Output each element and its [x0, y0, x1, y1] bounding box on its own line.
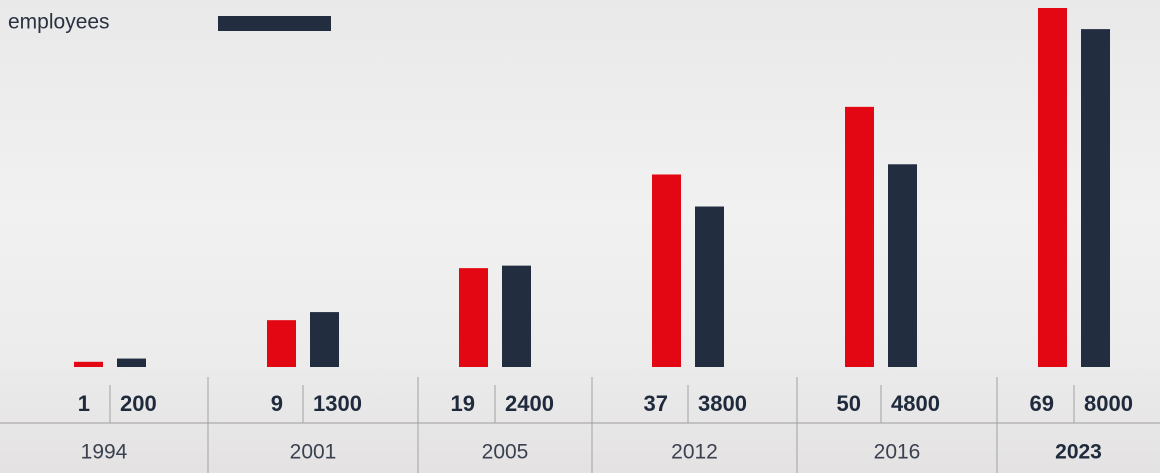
- x-tick-label: 2005: [482, 441, 529, 464]
- page: employees 1994 1 200 2001 9 1300 2005 19 2400 201…: [0, 0, 1160, 473]
- value-label: 50: [837, 391, 861, 416]
- bar: [310, 312, 339, 367]
- value-label: 9: [271, 391, 283, 416]
- value-label: 8000: [1084, 391, 1133, 416]
- value-label: 4800: [891, 391, 940, 416]
- value-label: 37: [644, 391, 668, 416]
- chart: employees 1994 1 200 2001 9 1300 2005 19 2400 201…: [0, 0, 1160, 473]
- value-label: 2400: [505, 391, 554, 416]
- legend-swatch: [218, 16, 331, 31]
- legend-label: employees: [8, 11, 110, 34]
- value-label: 200: [120, 391, 157, 416]
- x-tick-label: 2016: [874, 441, 921, 464]
- bar: [695, 207, 724, 367]
- value-label: 1: [78, 391, 90, 416]
- value-label: 1300: [313, 391, 362, 416]
- bar: [74, 362, 103, 367]
- value-label: 69: [1030, 391, 1054, 416]
- bar: [502, 266, 531, 367]
- x-tick-label: 2012: [671, 441, 718, 464]
- bar: [117, 359, 146, 367]
- x-tick-label: 2001: [290, 441, 337, 464]
- bar: [845, 107, 874, 367]
- value-label: 3800: [698, 391, 747, 416]
- x-tick-label: 2023: [1055, 441, 1102, 464]
- bar: [1038, 8, 1067, 367]
- bar: [459, 268, 488, 367]
- value-label: 19: [451, 391, 475, 416]
- bar: [1081, 29, 1110, 367]
- bar: [652, 174, 681, 367]
- x-tick-label: 1994: [81, 441, 128, 464]
- bar: [267, 320, 296, 367]
- bar: [888, 164, 917, 367]
